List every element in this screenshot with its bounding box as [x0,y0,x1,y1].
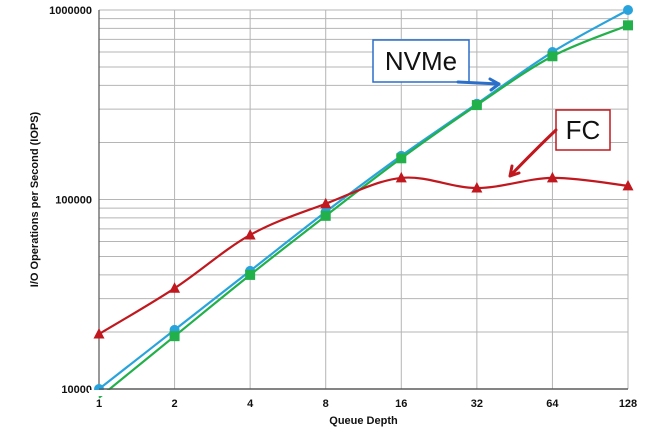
y-tick-label: 100000 [55,195,92,207]
series-red [93,171,634,339]
y-tick-labels: 10000 100000 1000000 [49,5,92,396]
y-tick-label: 10000 [61,384,92,396]
data-point [245,269,256,280]
x-tick-label: 64 [546,398,559,410]
fc-annotation-label: FC [566,115,601,145]
plot-clip-mask [89,390,638,396]
nvme-annotation-box [372,39,470,83]
data-point [93,328,105,339]
series-line [98,176,629,335]
fc-annotation-box [555,109,611,151]
data-point [320,210,331,221]
data-point [244,228,256,240]
x-tick-label: 16 [395,398,407,410]
annotations: NVMe FC [372,39,611,178]
data-point [169,331,180,342]
data-point [623,5,633,15]
x-tick-label: 128 [619,398,637,410]
data-point [471,100,482,111]
series-line [98,9,629,390]
fc-annotation-arrow [508,128,558,178]
grid-lines [99,9,629,389]
nvme-annotation-label: NVMe [385,46,457,76]
data-point [547,51,558,62]
series-green [98,20,633,399]
x-tick-labels: 1 2 4 8 16 32 64 128 [96,398,637,410]
data-point [395,171,407,183]
series-layer [89,5,638,399]
x-tick-label: 1 [96,398,102,410]
data-point [169,282,181,293]
data-point [396,153,407,164]
data-point [471,181,483,193]
y-axis-title: I/O Operations per Second (IOPS) [29,111,41,287]
nvme-annotation-arrow [456,77,501,92]
data-point [622,179,634,191]
x-tick-label: 32 [471,398,483,410]
x-tick-label: 4 [247,398,254,410]
data-point [623,20,633,31]
x-tick-label: 2 [172,398,178,410]
data-point [320,197,332,209]
data-point [546,171,558,183]
x-axis-title: Queue Depth [329,415,398,427]
series-line [98,24,629,399]
y-tick-label: 1000000 [49,5,92,17]
x-tick-label: 8 [323,398,329,410]
